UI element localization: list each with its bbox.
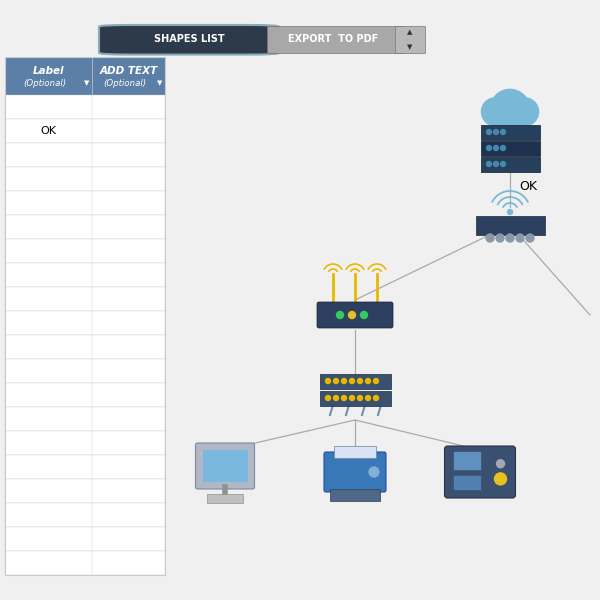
Circle shape <box>334 395 338 401</box>
FancyBboxPatch shape <box>5 57 165 95</box>
Circle shape <box>369 467 379 477</box>
Circle shape <box>349 311 355 319</box>
FancyBboxPatch shape <box>267 26 405 53</box>
Circle shape <box>526 234 534 242</box>
FancyBboxPatch shape <box>481 124 539 139</box>
Text: (Optional): (Optional) <box>23 79 66 88</box>
Circle shape <box>358 379 362 383</box>
FancyBboxPatch shape <box>5 551 165 575</box>
FancyBboxPatch shape <box>481 157 539 172</box>
Circle shape <box>511 98 539 126</box>
Text: OK: OK <box>519 181 537 193</box>
FancyBboxPatch shape <box>5 455 165 479</box>
Circle shape <box>341 379 347 383</box>
Circle shape <box>516 234 524 242</box>
Circle shape <box>365 395 371 401</box>
Text: EXPORT  TO PDF: EXPORT TO PDF <box>288 34 378 44</box>
Circle shape <box>508 209 512 214</box>
FancyBboxPatch shape <box>445 446 515 498</box>
FancyBboxPatch shape <box>5 431 165 455</box>
Circle shape <box>493 145 499 151</box>
FancyBboxPatch shape <box>395 26 425 53</box>
FancyBboxPatch shape <box>5 503 165 527</box>
FancyBboxPatch shape <box>203 450 248 482</box>
Circle shape <box>490 89 530 128</box>
FancyBboxPatch shape <box>481 140 539 155</box>
FancyBboxPatch shape <box>452 451 481 470</box>
FancyBboxPatch shape <box>5 407 165 431</box>
Circle shape <box>349 379 355 383</box>
FancyBboxPatch shape <box>5 143 165 167</box>
FancyBboxPatch shape <box>5 167 165 191</box>
Text: OK: OK <box>41 126 56 136</box>
FancyBboxPatch shape <box>334 446 376 458</box>
FancyBboxPatch shape <box>99 25 279 55</box>
FancyBboxPatch shape <box>5 95 165 119</box>
Circle shape <box>361 311 367 319</box>
Text: ▼: ▼ <box>85 80 89 86</box>
Text: ▼: ▼ <box>157 80 163 86</box>
Circle shape <box>487 161 491 166</box>
Circle shape <box>341 395 347 401</box>
Circle shape <box>325 395 331 401</box>
Circle shape <box>349 395 355 401</box>
Circle shape <box>496 234 504 242</box>
FancyBboxPatch shape <box>330 489 380 501</box>
Text: Label: Label <box>33 67 64 76</box>
Circle shape <box>486 234 494 242</box>
FancyBboxPatch shape <box>5 215 165 239</box>
Circle shape <box>481 98 509 126</box>
Circle shape <box>487 145 491 151</box>
FancyBboxPatch shape <box>320 391 391 406</box>
FancyBboxPatch shape <box>452 475 481 490</box>
FancyBboxPatch shape <box>5 383 165 407</box>
Circle shape <box>334 379 338 383</box>
FancyBboxPatch shape <box>317 302 393 328</box>
Text: ▼: ▼ <box>407 44 412 50</box>
FancyBboxPatch shape <box>5 119 165 143</box>
Circle shape <box>373 395 379 401</box>
Circle shape <box>500 161 505 166</box>
FancyBboxPatch shape <box>324 452 386 492</box>
Circle shape <box>493 107 515 130</box>
Circle shape <box>497 460 505 468</box>
Text: SHAPES LIST: SHAPES LIST <box>154 34 224 44</box>
Circle shape <box>325 379 331 383</box>
FancyBboxPatch shape <box>320 373 391 389</box>
FancyBboxPatch shape <box>196 443 254 489</box>
FancyBboxPatch shape <box>476 215 545 235</box>
Circle shape <box>506 234 514 242</box>
FancyBboxPatch shape <box>5 287 165 311</box>
FancyBboxPatch shape <box>5 479 165 503</box>
Circle shape <box>500 130 505 134</box>
Circle shape <box>505 107 527 130</box>
Circle shape <box>337 311 343 319</box>
FancyBboxPatch shape <box>5 311 165 335</box>
FancyBboxPatch shape <box>5 335 165 359</box>
FancyBboxPatch shape <box>5 263 165 287</box>
Circle shape <box>365 379 371 383</box>
Text: ▲: ▲ <box>407 29 412 35</box>
Text: (Optional): (Optional) <box>103 79 146 88</box>
Circle shape <box>493 130 499 134</box>
FancyBboxPatch shape <box>5 527 165 551</box>
Circle shape <box>493 161 499 166</box>
Circle shape <box>487 130 491 134</box>
Circle shape <box>373 379 379 383</box>
Circle shape <box>500 145 505 151</box>
FancyBboxPatch shape <box>207 494 243 503</box>
FancyBboxPatch shape <box>5 359 165 383</box>
Circle shape <box>358 395 362 401</box>
Circle shape <box>494 473 506 485</box>
FancyBboxPatch shape <box>5 239 165 263</box>
FancyBboxPatch shape <box>5 191 165 215</box>
Text: ADD TEXT: ADD TEXT <box>100 67 158 76</box>
